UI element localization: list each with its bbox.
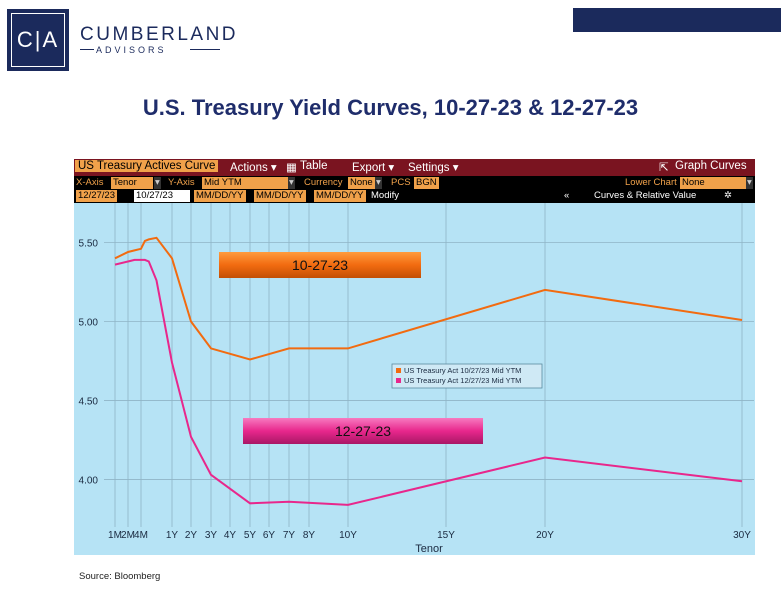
series-lines [114,236,743,506]
lower-chart-label: Lower Chart [625,177,677,188]
x-tick-label: 30Y [733,530,751,541]
x-tick-label: 15Y [437,530,455,541]
y-tick-labels: 4.00 4.50 5.00 5.50 [79,239,99,487]
x-tick-label: 2M [121,530,135,541]
series-line-2 [114,258,743,506]
y-tick-label: 4.00 [79,476,99,487]
x-tick-label: 2Y [185,530,198,541]
x-tick-label: 6Y [263,530,276,541]
date-field-1[interactable]: 12/27/23 [76,190,117,202]
legend-entry: US Treasury Act 12/27/23 Mid YTM [404,376,521,385]
chevron-down-icon[interactable]: ▾ [746,177,753,189]
legend-entry: US Treasury Act 10/27/23 Mid YTM [404,366,521,375]
x-tick-label: 1Y [166,530,179,541]
yaxis-label: Y-Axis [168,177,195,188]
x-tick-label: 3Y [205,530,218,541]
date-field-2[interactable]: 10/27/23 [134,190,190,202]
logo-rule-left [80,49,94,50]
logo-subtitle: ADVISORS [96,45,167,55]
actions-menu[interactable]: Actions ▾ [230,162,277,174]
gear-icon[interactable]: ✲ [724,190,732,201]
x-tick-label: 1M [108,530,122,541]
legend-swatch [396,378,401,383]
currency-label: Currency [304,177,343,188]
export-menu[interactable]: Export ▾ [352,162,395,174]
yaxis-select[interactable]: Mid YTM [202,177,288,189]
external-link-icon[interactable]: ⇱ [659,162,669,174]
x-tick-label: 20Y [536,530,554,541]
lower-chart-select[interactable]: None [680,177,746,189]
table-menu[interactable]: Table [300,160,328,172]
annotations: 10-27-23 12-27-23 [219,252,483,444]
x-axis-label: Tenor [415,543,443,555]
x-tick-label: 7Y [283,530,296,541]
date-field-3[interactable]: MM/DD/YY [194,190,246,202]
terminal-menubar: US Treasury Actives Curve Actions ▾ ▦ Ta… [74,159,755,176]
header-accent-bar [573,8,781,32]
series-line-1 [114,236,743,361]
annotation-box-2: 12-27-23 [243,418,483,444]
x-tick-label: 10Y [339,530,357,541]
xaxis-label: X-Axis [76,177,104,188]
logo-name: CUMBERLAND [80,24,239,45]
y-tick-label: 4.50 [79,397,99,408]
settings-row: X-Axis Tenor ▾ Y-Axis Mid YTM ▾ Currency… [74,177,755,189]
curve-name-tab[interactable]: US Treasury Actives Curve [75,160,219,172]
page-title: U.S. Treasury Yield Curves, 10-27-23 & 1… [142,95,639,120]
date-field-4[interactable]: MM/DD/YY [254,190,306,202]
pcs-label: PCS [391,177,411,188]
chevron-down-icon[interactable]: ▾ [375,177,382,189]
collapse-arrows-icon[interactable]: « [564,190,570,201]
xaxis-select[interactable]: Tenor [111,177,153,189]
legend-swatch [396,368,401,373]
modify-button[interactable]: Modify [371,190,399,201]
chevron-down-icon[interactable]: ▾ [288,177,295,189]
currency-select[interactable]: None [348,177,375,189]
x-tick-label: 8Y [303,530,316,541]
logo-rule-right [190,49,220,50]
y-tick-label: 5.50 [79,239,99,250]
date-field-5[interactable]: MM/DD/YY [314,190,366,202]
graph-curves-button[interactable]: Graph Curves [675,160,747,172]
x-tick-labels: 1M 2M 4M 1Y 2Y 3Y 4Y 5Y 6Y 7Y 8Y 10Y 15Y 20Y 30Y [108,530,751,541]
legend-box [391,363,543,389]
annotation-box-1: 10-27-23 [219,252,421,278]
pcs-field[interactable]: BGN [414,177,439,189]
source-note: Source: Bloomberg [79,571,161,582]
table-icon[interactable]: ▦ [286,162,297,174]
x-tick-label: 5Y [244,530,257,541]
annotation-label: 12-27-23 [335,423,391,439]
settings-menu[interactable]: Settings ▾ [408,162,459,174]
logo-letters: C|A [11,13,65,67]
x-tick-label: 4M [134,530,148,541]
y-tick-label: 5.00 [79,318,99,329]
x-tick-label: 4Y [224,530,237,541]
logo-mark: C|A [7,9,69,71]
chevron-down-icon[interactable]: ▾ [154,177,161,189]
annotation-label: 10-27-23 [292,257,348,273]
curves-relative-value-tab[interactable]: Curves & Relative Value [594,190,697,201]
date-row: 12/27/23 10/27/23 MM/DD/YY MM/DD/YY MM/D… [74,190,755,202]
